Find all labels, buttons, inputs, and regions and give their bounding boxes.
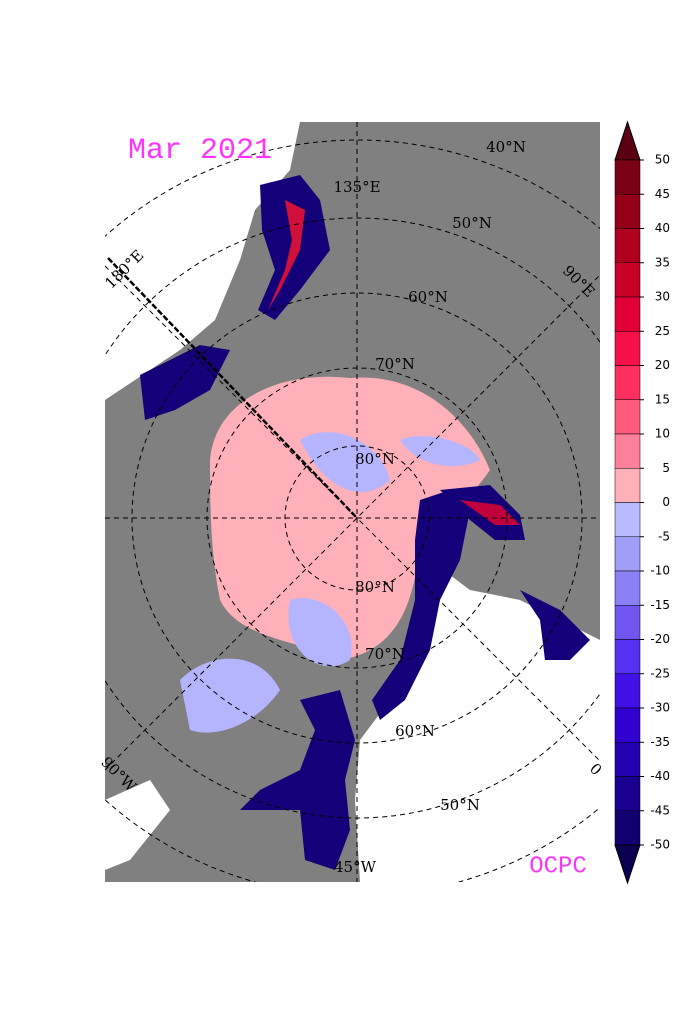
latitude-label: 60°N — [395, 722, 435, 740]
colorbar-segment — [614, 707, 641, 743]
colorbar-tick-label: 50 — [655, 153, 670, 167]
colorbar-tick-label: -45 — [650, 803, 670, 817]
barents-positive — [460, 500, 520, 525]
bering — [140, 345, 230, 420]
colorbar-tick-label: 45 — [655, 187, 670, 201]
colorbar-segment — [614, 639, 641, 674]
colorbar: 50454035302520151050-5-10-15-20-25-30-35… — [614, 120, 670, 885]
colorbar-segment — [614, 296, 641, 332]
latitude-label: 60°N — [408, 288, 448, 306]
okhotsk-positive — [268, 200, 305, 310]
east-greenland — [372, 490, 470, 720]
colorbar-tick-label: 10 — [655, 427, 670, 441]
latitude-label: 80°N — [355, 578, 395, 596]
colorbar-tick-label: -25 — [650, 666, 670, 680]
colorbar-tick-label: -10 — [650, 564, 670, 578]
ice-negative — [180, 432, 480, 733]
latitude-label: 70°N — [375, 355, 415, 373]
colorbar-segment — [614, 228, 641, 263]
colorbar-tick-label: -35 — [650, 735, 670, 749]
colorbar-tick-label: -15 — [650, 598, 670, 612]
colorbar-segment — [614, 468, 641, 503]
pacific — [105, 122, 300, 400]
colorbar-segment — [614, 331, 641, 366]
longitude-label: 135°E — [333, 178, 380, 196]
colorbar-cap — [614, 844, 641, 885]
colorbar-segment — [614, 742, 641, 777]
colorbar-tick-label: -40 — [650, 769, 670, 783]
colorbar-segment — [614, 502, 641, 537]
colorbar-segment — [614, 194, 641, 229]
colorbar-cap — [614, 120, 641, 161]
colorbar-segment — [614, 776, 641, 811]
latitude-label: 40°N — [486, 138, 526, 156]
colorbar-tick-label: -5 — [658, 529, 670, 543]
colorbar-tick-label: 25 — [655, 324, 670, 338]
latitude-label: 80°N — [355, 450, 395, 468]
latitude-label: 70°N — [365, 645, 405, 663]
dateline — [107, 257, 358, 519]
labrador — [240, 690, 355, 870]
colorbar-tick-label: -30 — [650, 701, 670, 715]
colorbar-segment — [614, 159, 641, 195]
credit: OCPC — [529, 853, 587, 880]
title: Mar 2021 — [128, 134, 272, 168]
colorbar-tick-label: 5 — [662, 461, 670, 475]
map — [105, 122, 600, 882]
longitude-label: 45°W — [334, 858, 377, 876]
colorbar-tick-label: 40 — [655, 221, 670, 235]
colorbar-tick-label: -20 — [650, 632, 670, 646]
colorbar-segment — [614, 399, 641, 435]
colorbar-tick-label: 35 — [655, 255, 670, 269]
colorbar-segment — [614, 605, 641, 640]
colorbar-tick-label: 0 — [662, 495, 670, 509]
colorbar-segment — [614, 433, 641, 469]
colorbar-tick-label: 30 — [655, 290, 670, 304]
colorbar-segment — [614, 810, 641, 846]
colorbar-tick-label: 15 — [655, 392, 670, 406]
colorbar-segment — [614, 673, 641, 709]
colorbar-tick-label: 20 — [655, 358, 670, 372]
graticule — [105, 122, 600, 882]
ocean-sw — [105, 780, 170, 870]
latitude-label: 50°N — [440, 796, 480, 814]
latitude-label: 50°N — [452, 214, 492, 232]
colorbar-segment — [614, 570, 641, 606]
colorbar-segment — [614, 262, 641, 298]
atlantic — [355, 560, 600, 882]
colorbar-tick-label: -50 — [650, 838, 670, 852]
colorbar-segment — [614, 365, 641, 400]
colorbar-segment — [614, 536, 641, 572]
